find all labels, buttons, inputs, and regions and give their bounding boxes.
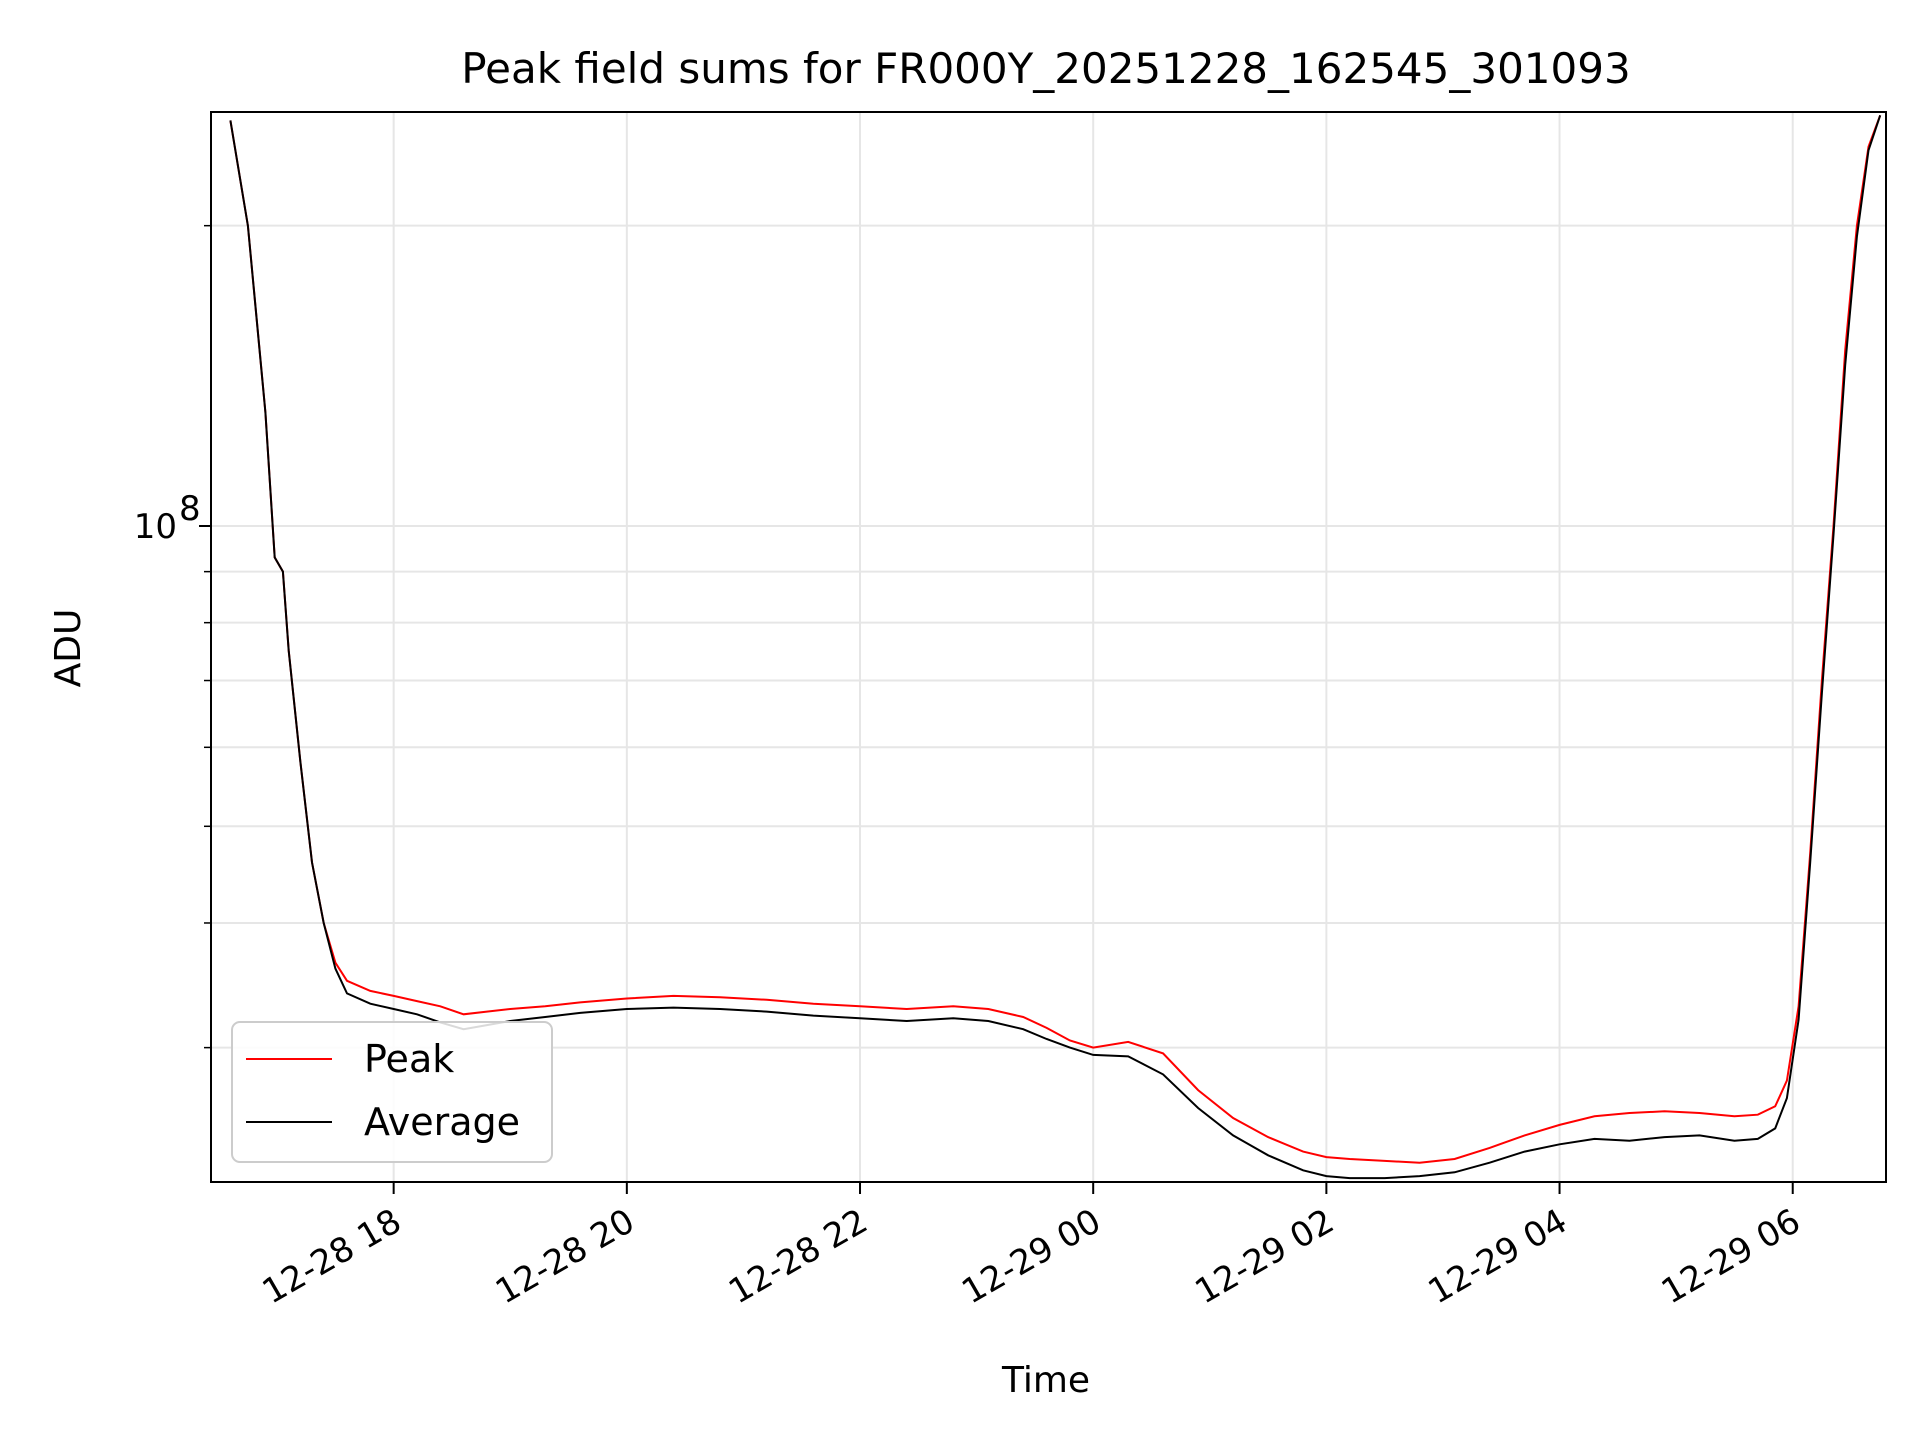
y-tick-label-0: 10 — [134, 507, 177, 547]
series-line-average — [229, 114, 1882, 1180]
legend-label-average: Average — [364, 1100, 520, 1144]
gridlines — [211, 112, 1886, 1182]
legend-label-peak: Peak — [364, 1037, 454, 1081]
y-axis-label: ADU — [48, 609, 89, 688]
legend: Peak Average — [231, 1021, 553, 1163]
plot-frame — [210, 111, 1887, 1183]
legend-box — [231, 1021, 553, 1163]
x-axis-label: Time — [1001, 1360, 1090, 1401]
y-tick-exponent-0: 8 — [179, 489, 201, 529]
chart-title: Peak field sums for FR000Y_20251228_1625… — [461, 44, 1630, 93]
series-group — [229, 114, 1882, 1180]
series-line-peak — [229, 114, 1882, 1164]
y-axis: 10 8 — [134, 224, 211, 1049]
